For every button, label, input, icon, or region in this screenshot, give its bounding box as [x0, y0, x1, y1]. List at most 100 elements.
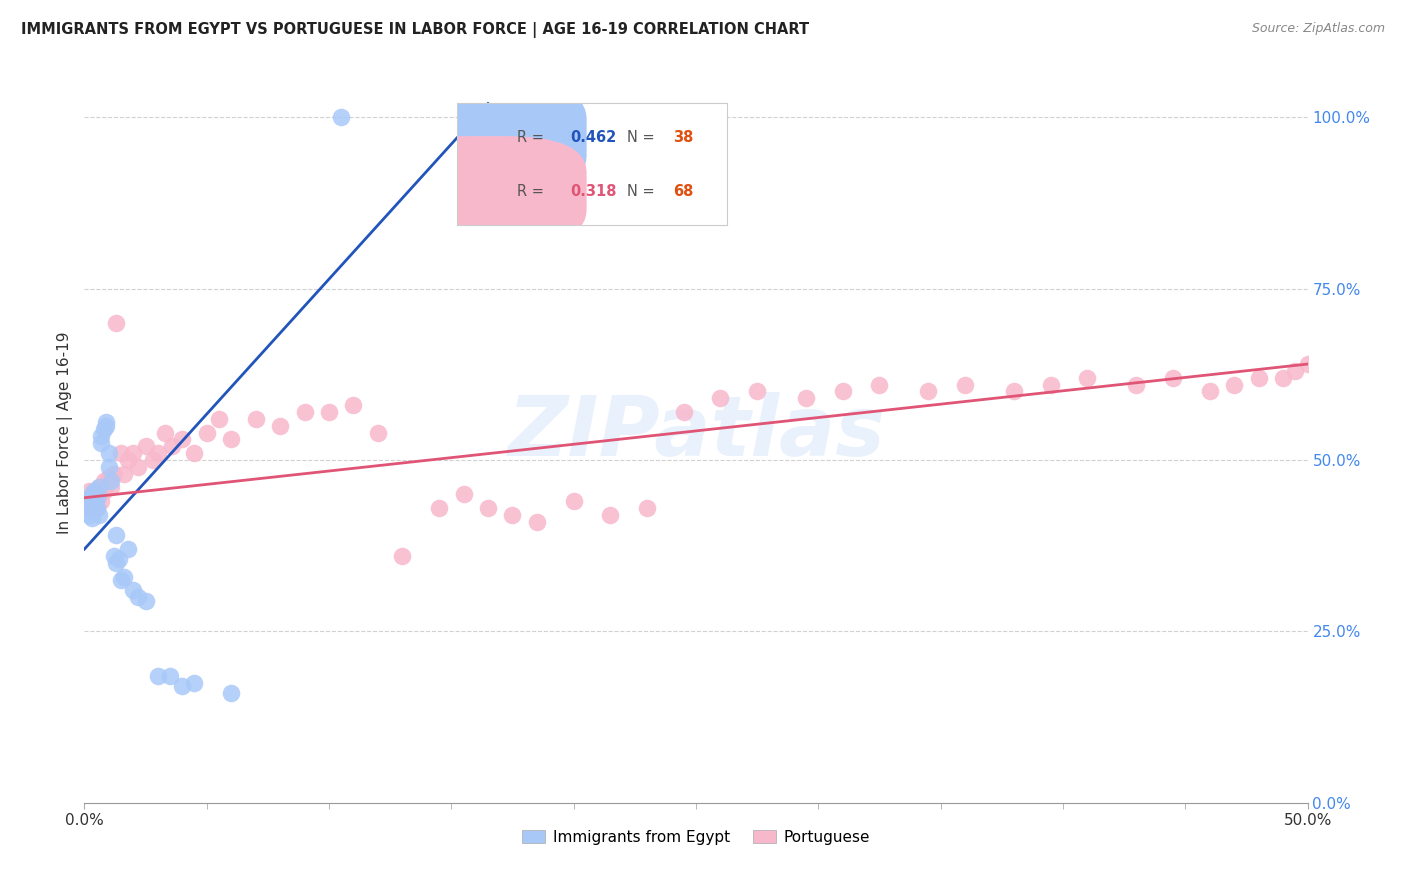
Text: IMMIGRANTS FROM EGYPT VS PORTUGUESE IN LABOR FORCE | AGE 16-19 CORRELATION CHART: IMMIGRANTS FROM EGYPT VS PORTUGUESE IN L… — [21, 22, 810, 38]
Point — [90, 494, 112, 508]
Point — [107, 552, 129, 566]
Point — [794, 392, 817, 406]
Point — [77, 508, 100, 522]
Point — [636, 501, 658, 516]
Point — [105, 528, 128, 542]
Point — [599, 508, 621, 522]
Point — [83, 494, 105, 508]
Point — [502, 508, 524, 522]
Point — [83, 483, 105, 498]
Point — [86, 501, 108, 516]
Point — [195, 425, 218, 440]
Point — [453, 487, 475, 501]
Point — [83, 483, 105, 498]
Point — [159, 669, 181, 683]
Point — [162, 439, 184, 453]
Point — [122, 446, 145, 460]
Point — [100, 480, 122, 494]
Point — [526, 515, 548, 529]
Point — [93, 483, 115, 498]
Point — [917, 384, 939, 399]
Point — [146, 446, 169, 460]
Point — [97, 459, 120, 474]
Point — [87, 480, 110, 494]
Point — [86, 501, 108, 516]
Point — [219, 433, 242, 447]
Point — [318, 405, 340, 419]
Y-axis label: In Labor Force | Age 16-19: In Labor Force | Age 16-19 — [58, 331, 73, 534]
Point — [117, 542, 139, 557]
Point — [77, 501, 100, 516]
Point — [1272, 371, 1295, 385]
Point — [86, 491, 108, 505]
Point — [87, 508, 110, 522]
Point — [427, 501, 450, 516]
Point — [96, 415, 118, 429]
Point — [135, 593, 157, 607]
Text: ZIPatlas: ZIPatlas — [508, 392, 884, 473]
Point — [93, 422, 115, 436]
Legend: Immigrants from Egypt, Portuguese: Immigrants from Egypt, Portuguese — [516, 823, 876, 851]
Point — [1161, 371, 1184, 385]
Point — [105, 556, 128, 570]
Point — [294, 405, 316, 419]
Point — [86, 491, 108, 505]
Point — [831, 384, 853, 399]
Point — [86, 487, 108, 501]
Point — [80, 494, 103, 508]
Point — [142, 453, 165, 467]
Point — [80, 487, 103, 501]
Point — [76, 494, 98, 508]
Point — [127, 459, 149, 474]
Point — [1296, 357, 1319, 371]
Point — [672, 405, 695, 419]
Point — [96, 477, 118, 491]
Point — [76, 491, 98, 505]
Point — [269, 418, 291, 433]
Point — [219, 686, 242, 700]
Point — [477, 501, 499, 516]
Point — [97, 446, 120, 460]
Point — [342, 398, 364, 412]
Point — [103, 549, 125, 563]
Point — [208, 412, 231, 426]
Point — [709, 392, 731, 406]
Point — [110, 573, 132, 587]
Point — [245, 412, 267, 426]
Point — [103, 467, 125, 481]
Point — [83, 498, 105, 512]
Point — [77, 483, 100, 498]
Point — [122, 583, 145, 598]
Point — [112, 467, 135, 481]
Point — [953, 377, 976, 392]
Point — [80, 487, 103, 501]
Point — [87, 480, 110, 494]
Point — [93, 474, 115, 488]
Point — [77, 491, 100, 505]
Point — [367, 425, 389, 440]
Point — [153, 425, 176, 440]
Point — [87, 487, 110, 501]
Point — [330, 110, 353, 124]
Point — [1039, 377, 1062, 392]
Point — [146, 669, 169, 683]
Point — [90, 436, 112, 450]
Point — [1125, 377, 1147, 392]
Point — [172, 433, 194, 447]
Point — [747, 384, 769, 399]
Point — [117, 453, 139, 467]
Point — [1284, 364, 1306, 378]
Point — [183, 676, 205, 690]
Point — [135, 439, 157, 453]
Point — [1198, 384, 1220, 399]
Point — [869, 377, 891, 392]
Point — [105, 316, 128, 330]
Point — [96, 418, 118, 433]
Point — [172, 679, 194, 693]
Point — [90, 429, 112, 443]
Point — [1002, 384, 1025, 399]
Point — [112, 569, 135, 583]
Point — [100, 474, 122, 488]
Point — [127, 590, 149, 604]
Point — [1223, 377, 1246, 392]
